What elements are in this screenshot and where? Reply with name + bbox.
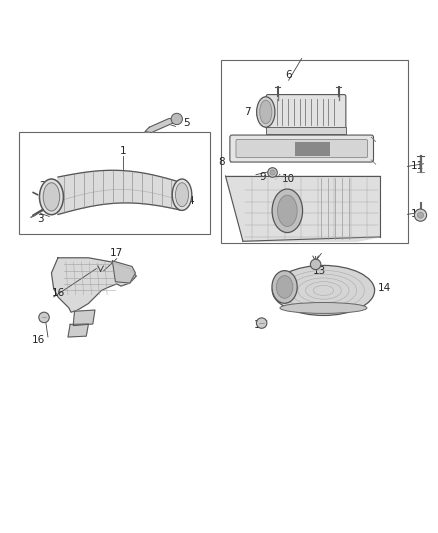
- Text: 16: 16: [51, 288, 64, 297]
- Circle shape: [256, 318, 267, 328]
- Bar: [19, 132, 210, 234]
- Polygon shape: [113, 261, 135, 283]
- Bar: [295, 142, 330, 156]
- Ellipse shape: [280, 303, 367, 313]
- Ellipse shape: [39, 179, 64, 215]
- Polygon shape: [51, 258, 136, 312]
- Polygon shape: [58, 171, 180, 214]
- Text: 2: 2: [39, 181, 46, 191]
- Ellipse shape: [257, 97, 275, 127]
- Text: 12: 12: [410, 209, 424, 219]
- FancyBboxPatch shape: [266, 94, 346, 130]
- Bar: [266, 127, 346, 134]
- Circle shape: [414, 209, 427, 221]
- FancyBboxPatch shape: [236, 140, 367, 158]
- Text: 14: 14: [378, 283, 391, 293]
- Ellipse shape: [176, 183, 188, 207]
- Text: 7: 7: [244, 107, 251, 117]
- Polygon shape: [73, 310, 95, 326]
- Ellipse shape: [272, 271, 297, 303]
- Text: 15: 15: [254, 320, 267, 330]
- FancyBboxPatch shape: [230, 135, 374, 162]
- Text: 1: 1: [120, 146, 127, 156]
- Polygon shape: [226, 176, 380, 241]
- Text: 17: 17: [110, 248, 124, 259]
- Circle shape: [417, 212, 424, 218]
- Ellipse shape: [43, 183, 60, 211]
- Text: 16: 16: [32, 335, 45, 345]
- Ellipse shape: [276, 276, 293, 298]
- Text: 6: 6: [285, 70, 292, 80]
- Circle shape: [39, 312, 49, 322]
- Ellipse shape: [272, 189, 303, 232]
- Text: 9: 9: [259, 172, 266, 182]
- Text: 4: 4: [187, 196, 194, 206]
- Circle shape: [171, 114, 183, 125]
- Ellipse shape: [272, 265, 374, 316]
- Ellipse shape: [172, 179, 192, 211]
- Ellipse shape: [260, 100, 272, 124]
- Text: 13: 13: [312, 266, 326, 276]
- Circle shape: [270, 170, 275, 175]
- Text: 8: 8: [218, 157, 225, 167]
- Text: 11: 11: [410, 161, 424, 172]
- Circle shape: [311, 259, 321, 270]
- Circle shape: [268, 168, 277, 177]
- Polygon shape: [68, 324, 88, 337]
- Ellipse shape: [278, 195, 297, 227]
- Text: 5: 5: [183, 118, 190, 128]
- Polygon shape: [145, 118, 176, 133]
- Text: 3: 3: [37, 214, 44, 224]
- Text: 10: 10: [282, 174, 295, 184]
- Bar: [221, 60, 408, 243]
